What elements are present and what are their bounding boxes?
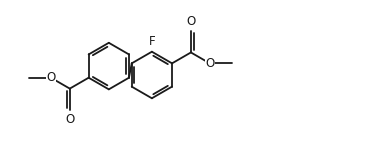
Text: O: O — [186, 15, 196, 28]
Text: O: O — [46, 71, 55, 84]
Text: O: O — [205, 57, 215, 70]
Text: F: F — [149, 35, 155, 48]
Text: O: O — [65, 113, 74, 126]
